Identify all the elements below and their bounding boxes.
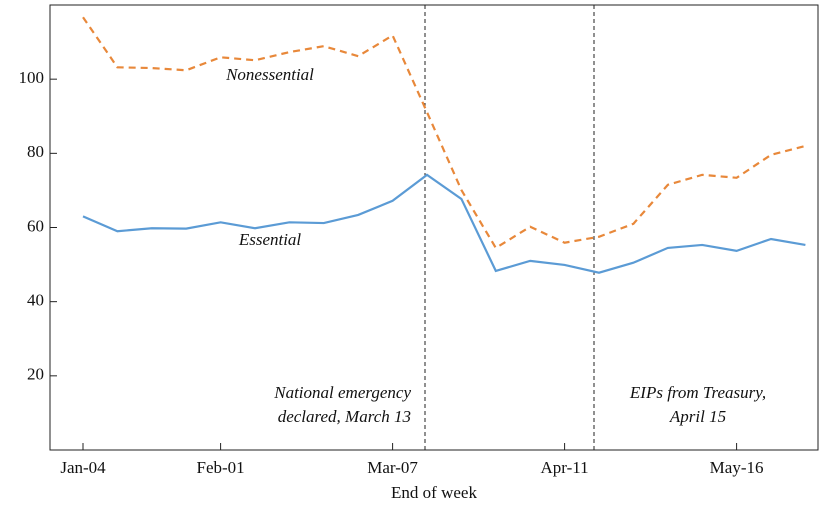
x-tick-label: May-16 <box>710 458 764 477</box>
x-tick-label: Feb-01 <box>197 458 245 477</box>
x-axis-label: End of week <box>391 483 477 502</box>
y-tick-label: 100 <box>19 68 45 87</box>
y-tick-label: 60 <box>27 216 44 235</box>
y-tick-label: 20 <box>27 365 44 384</box>
x-tick-label: Mar-07 <box>367 458 418 477</box>
x-tick-label: Jan-04 <box>60 458 106 477</box>
annotation: declared, March 13 <box>278 407 411 426</box>
y-tick-label: 80 <box>27 142 44 161</box>
x-tick-label: Apr-11 <box>541 458 589 477</box>
annotation: April 15 <box>669 407 726 426</box>
series-label: Essential <box>238 230 302 249</box>
series-label: Nonessential <box>225 65 314 84</box>
series-line <box>82 173 806 274</box>
annotation: National emergency <box>273 383 411 402</box>
annotation: EIPs from Treasury, <box>629 383 766 402</box>
y-tick-label: 40 <box>27 291 44 310</box>
series-line <box>82 16 806 250</box>
